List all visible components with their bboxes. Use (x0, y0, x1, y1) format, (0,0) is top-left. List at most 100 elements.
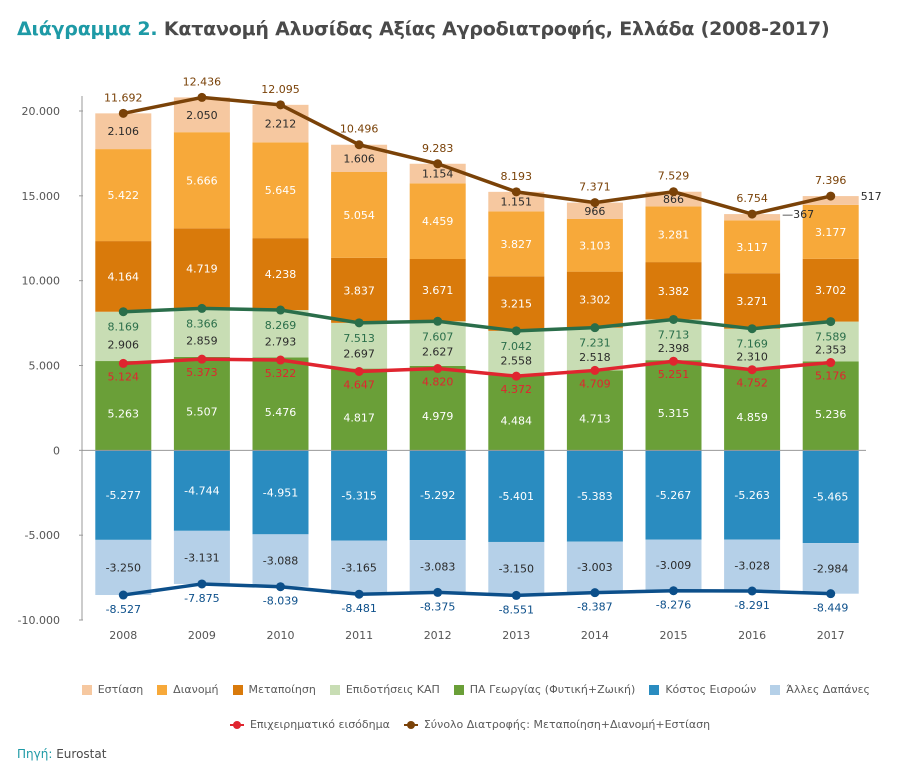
bar-label: 2.627 (422, 346, 454, 359)
bar-segment (724, 539, 781, 592)
bar-label: 2.310 (736, 350, 768, 363)
legend-item-alles-dapanes[interactable]: Άλλες Δαπάνες (770, 683, 870, 696)
legend-item-estiasi[interactable]: Εστίαση (81, 683, 143, 696)
bar-segment (802, 258, 859, 322)
bar-segment (173, 530, 230, 584)
bar-label: -5.277 (106, 489, 141, 502)
line-point (354, 140, 364, 150)
bar-segment (488, 330, 545, 375)
bar-label: 5.666 (186, 174, 218, 187)
bar-segment (802, 543, 859, 594)
bar-segment (724, 367, 781, 451)
bar-segment (645, 206, 702, 263)
bar-label: 3.177 (815, 226, 847, 239)
line-point (590, 588, 600, 598)
bar-segment (409, 259, 466, 322)
bar-segment (409, 540, 466, 593)
y-tick-label: 10.000 (22, 275, 61, 288)
line-label: 4.752 (736, 377, 768, 390)
bar-segment (331, 257, 388, 323)
x-tick-label: 2011 (345, 629, 373, 642)
bar-segment (331, 322, 388, 369)
bar-segment (645, 450, 702, 540)
bar-segment (331, 450, 388, 541)
source-note: Πηγή: Eurostat (17, 747, 106, 761)
line-label: -8.481 (341, 602, 376, 615)
y-tick-label: 0 (53, 444, 60, 457)
bar-label: -5.267 (656, 489, 691, 502)
line-label: 5.251 (658, 368, 690, 381)
legend-label: Διανομή (173, 683, 219, 696)
bar-label: 966 (584, 205, 605, 218)
bar-segment (645, 262, 702, 320)
line-label: 5.124 (108, 370, 140, 383)
bar-label: -3.131 (184, 551, 219, 564)
bar-segment (331, 540, 388, 595)
legend-item-epixeirimatiko[interactable]: Επιχειρηματικό εισόδημα (229, 718, 390, 731)
legend-swatch (453, 684, 464, 695)
bar-label: 2.106 (108, 125, 140, 138)
bar-segment (802, 361, 859, 451)
line-point (433, 159, 443, 169)
bar-label: 4.719 (186, 262, 218, 275)
legend-label: Άλλες Δαπάνες (786, 683, 870, 696)
bar-segment (409, 321, 466, 366)
bar-label: -5.383 (577, 490, 612, 503)
y-tick-label: 20.000 (22, 105, 61, 118)
x-tick-label: 2017 (817, 629, 845, 642)
bar-label: -5.465 (813, 491, 848, 504)
bar-segment (566, 218, 623, 272)
bar-label: -3.150 (499, 563, 534, 576)
line-point (197, 303, 207, 313)
bar-segment (252, 357, 309, 451)
line-label: 7.169 (736, 338, 768, 351)
bar-label: 3.827 (501, 238, 533, 251)
bar-label: 2.212 (265, 118, 297, 131)
bar-label: 1.606 (343, 152, 375, 165)
legend-line-marker (229, 720, 244, 730)
line-point (433, 364, 443, 374)
x-tick-label: 2015 (660, 629, 688, 642)
legend-label: Μεταποίηση (248, 683, 316, 696)
legend-swatch (232, 684, 243, 695)
bar-label: —367 (782, 208, 814, 221)
legend-item-dianomi[interactable]: Διανομή (157, 683, 219, 696)
line-label: 9.283 (422, 142, 454, 155)
line-point (118, 307, 128, 317)
line-point (511, 371, 521, 381)
bar-segment (95, 450, 152, 540)
line-point (669, 314, 678, 324)
bar-segment (802, 204, 859, 259)
bar-segment (566, 450, 623, 542)
line-label: 7.042 (501, 340, 533, 353)
bar-label: 4.459 (422, 215, 454, 228)
bar-segment (252, 534, 309, 587)
line-point (276, 100, 285, 110)
bar-label: 3.281 (658, 228, 690, 241)
legend-label: Επιδοτήσεις ΚΑΠ (345, 683, 440, 696)
legend-item-pa-georgias[interactable]: ΠΑ Γεωργίας (Φυτική+Ζωική) (453, 683, 635, 696)
bar-label: -3.028 (734, 559, 769, 572)
legend-item-synolo-diatrofis[interactable]: Σύνολο Διατροφής: Μεταποίηση+Διανομή+Εστ… (403, 718, 711, 731)
bar-label: 3.702 (815, 284, 847, 297)
bar-label: 4.859 (736, 411, 768, 424)
legend-item-metapoiisi[interactable]: Μεταποίηση (232, 683, 316, 696)
line-point (433, 316, 443, 326)
bar-segment (488, 211, 545, 277)
bar-label: 4.713 (579, 412, 611, 425)
legend-item-epidotiseis[interactable]: Επιδοτήσεις ΚΑΠ (329, 683, 440, 696)
bar-label: 5.236 (815, 408, 847, 421)
bar-label: 3.302 (579, 294, 611, 307)
bar-segment (488, 450, 545, 542)
line-point (433, 587, 443, 597)
bar-segment (566, 202, 623, 219)
legend-swatch (649, 684, 660, 695)
line-label: 7.371 (579, 181, 611, 194)
bar-label: -5.263 (734, 489, 769, 502)
legend-item-kostos-eisroon[interactable]: Κόστος Εισροών (649, 683, 756, 696)
legend-label: Κόστος Εισροών (665, 683, 757, 696)
line-point (747, 365, 757, 375)
series-line (123, 306, 831, 333)
bar-segment (724, 220, 781, 274)
legend-label: Σύνολο Διατροφής: Μεταποίηση+Διανομή+Εστ… (423, 718, 711, 731)
